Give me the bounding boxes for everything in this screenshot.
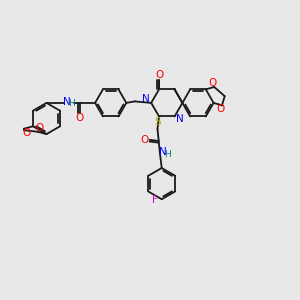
Text: O: O [208,78,217,88]
Text: N: N [176,114,184,124]
Text: N: N [159,147,167,157]
Text: O: O [155,70,163,80]
Text: O: O [22,128,31,138]
Text: H: H [164,150,171,159]
Text: N: N [63,97,71,107]
Text: O: O [75,112,84,123]
Text: F: F [152,195,158,205]
Text: O: O [216,104,224,115]
Text: S: S [154,117,161,127]
Text: N: N [142,94,150,104]
Text: O: O [36,123,44,133]
Text: O: O [140,135,149,145]
Text: H: H [68,99,75,108]
